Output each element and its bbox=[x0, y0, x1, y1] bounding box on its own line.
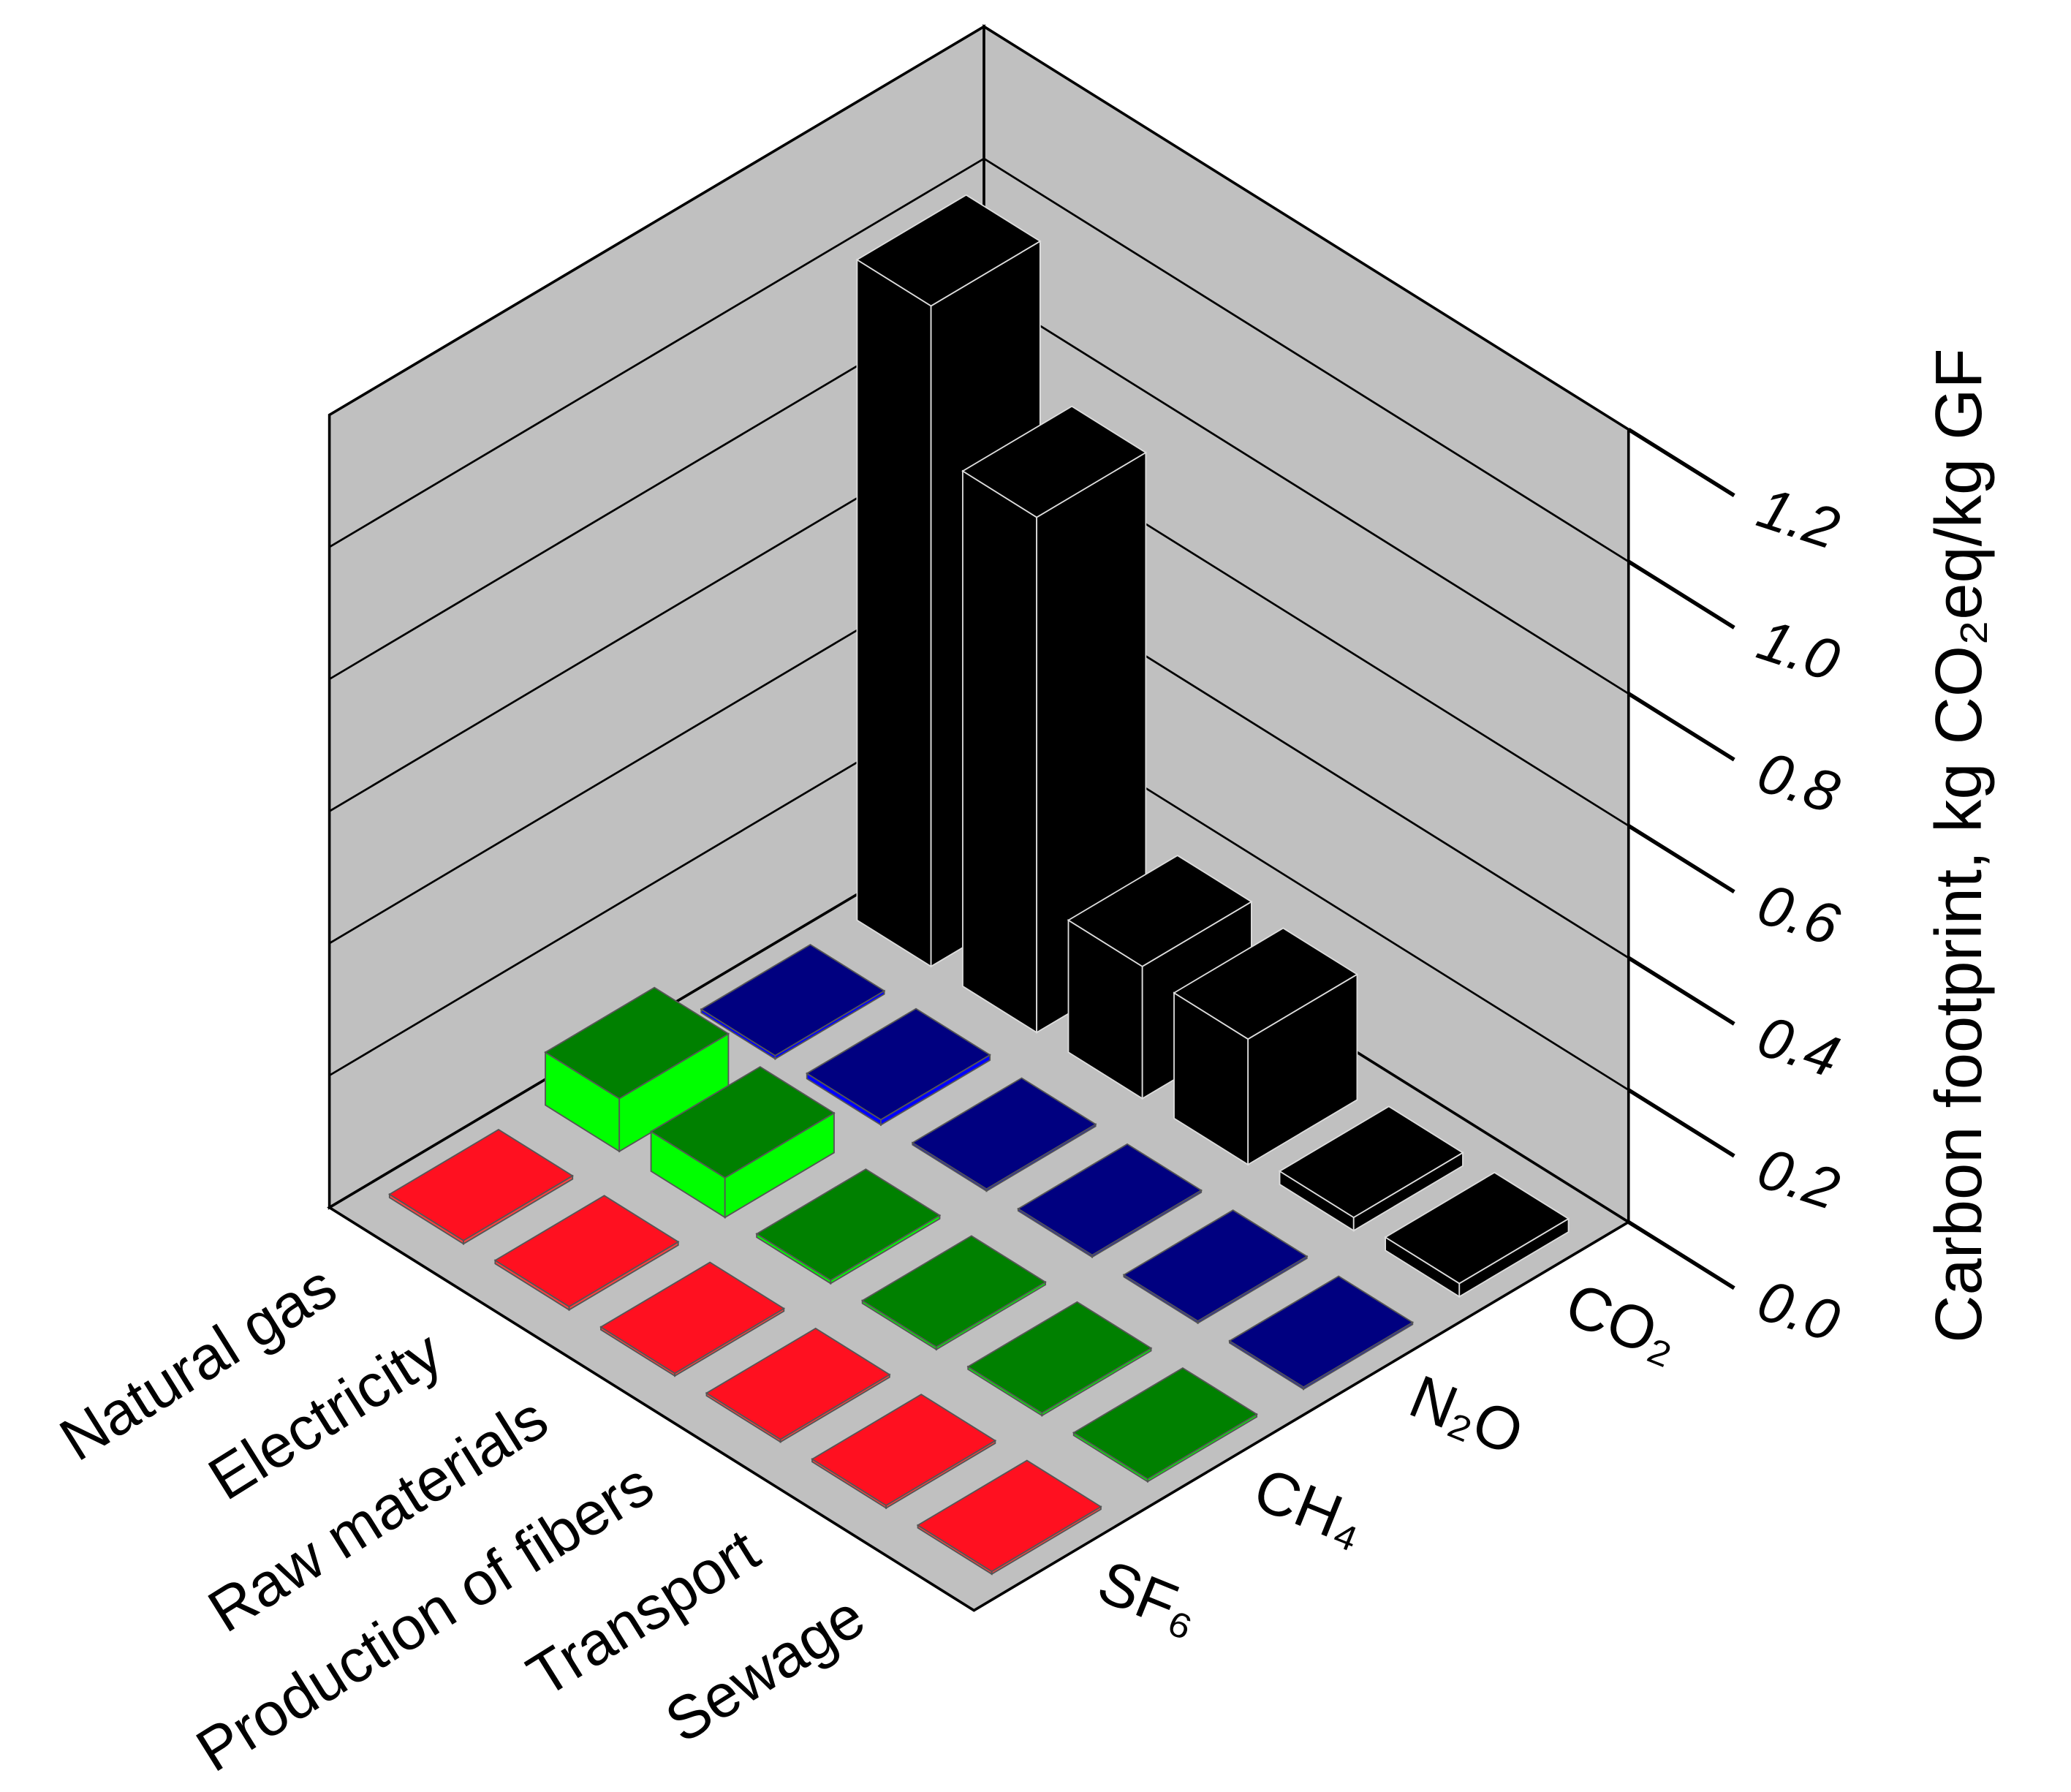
series-label: N₂O bbox=[1401, 1362, 1532, 1468]
bar-front bbox=[856, 258, 932, 968]
bar bbox=[811, 1394, 997, 1510]
y-tick-label: 0.2 bbox=[1750, 1135, 1847, 1222]
bar-top bbox=[1122, 1209, 1309, 1323]
bar bbox=[1017, 1143, 1203, 1258]
bar bbox=[1072, 1367, 1258, 1483]
bar-top bbox=[493, 1195, 680, 1308]
bar bbox=[544, 986, 730, 1153]
y-tick-label: 0.6 bbox=[1750, 871, 1847, 958]
bar bbox=[911, 1077, 1097, 1192]
bar-top bbox=[755, 1168, 942, 1281]
y-tick bbox=[1627, 692, 1735, 762]
bar bbox=[700, 943, 886, 1060]
y-tick-label: 0.4 bbox=[1750, 1003, 1847, 1090]
grid-line bbox=[328, 157, 1629, 563]
bar-top bbox=[649, 1066, 836, 1179]
bar-top bbox=[705, 1327, 891, 1440]
bar-top bbox=[544, 986, 730, 1100]
bar-front bbox=[962, 469, 1038, 1034]
bar-top bbox=[1072, 1367, 1258, 1480]
series-label: CH₄ bbox=[1245, 1454, 1375, 1560]
bar-top bbox=[700, 943, 886, 1056]
bar bbox=[493, 1195, 680, 1312]
y-tick bbox=[1627, 1088, 1735, 1158]
bar bbox=[1278, 1105, 1464, 1232]
y-tick-label: 0.0 bbox=[1750, 1267, 1847, 1354]
bar-top bbox=[1228, 1275, 1415, 1388]
y-tick bbox=[1627, 1220, 1735, 1290]
bar-top bbox=[966, 1301, 1153, 1414]
bar-top bbox=[916, 1459, 1102, 1573]
bar-top bbox=[1278, 1105, 1464, 1219]
bar bbox=[1228, 1275, 1415, 1391]
grid-line bbox=[328, 25, 1629, 431]
bar bbox=[599, 1261, 786, 1377]
bar-top bbox=[1384, 1171, 1570, 1285]
bar-top bbox=[806, 1007, 991, 1121]
y-axis-title: Carbon footprint, kg CO₂eq/kg GF bbox=[1922, 348, 1996, 1342]
bar-top bbox=[388, 1128, 574, 1241]
bar-top bbox=[855, 194, 1042, 307]
bar bbox=[860, 1235, 1047, 1351]
y-tick bbox=[1627, 824, 1735, 894]
series-label: SF₆ bbox=[1089, 1547, 1209, 1649]
bar-top bbox=[599, 1261, 786, 1375]
y-tick-label: 1.0 bbox=[1750, 607, 1847, 694]
y-tick bbox=[1627, 956, 1735, 1026]
y-tick-label: 1.2 bbox=[1750, 475, 1847, 562]
bar bbox=[966, 1301, 1153, 1417]
y-tick bbox=[1627, 428, 1735, 498]
bar bbox=[961, 405, 1148, 1034]
bar-top bbox=[860, 1235, 1047, 1348]
y-tick-label: 0.8 bbox=[1750, 738, 1847, 825]
bar-top bbox=[1067, 855, 1253, 967]
bar bbox=[1173, 927, 1359, 1166]
bar bbox=[649, 1066, 836, 1219]
bar-top bbox=[811, 1394, 997, 1507]
y-tick bbox=[1627, 559, 1735, 630]
bar bbox=[705, 1327, 891, 1443]
bar-top bbox=[961, 405, 1148, 518]
bar bbox=[755, 1168, 942, 1285]
bar-top bbox=[1017, 1143, 1203, 1256]
series-label: CO₂ bbox=[1556, 1270, 1688, 1376]
bar bbox=[388, 1128, 574, 1245]
bar bbox=[1384, 1171, 1570, 1298]
bar bbox=[1122, 1209, 1309, 1325]
bar bbox=[916, 1459, 1102, 1576]
bar-top bbox=[1173, 927, 1359, 1040]
bar-top bbox=[911, 1077, 1097, 1190]
bar bbox=[806, 1007, 991, 1127]
